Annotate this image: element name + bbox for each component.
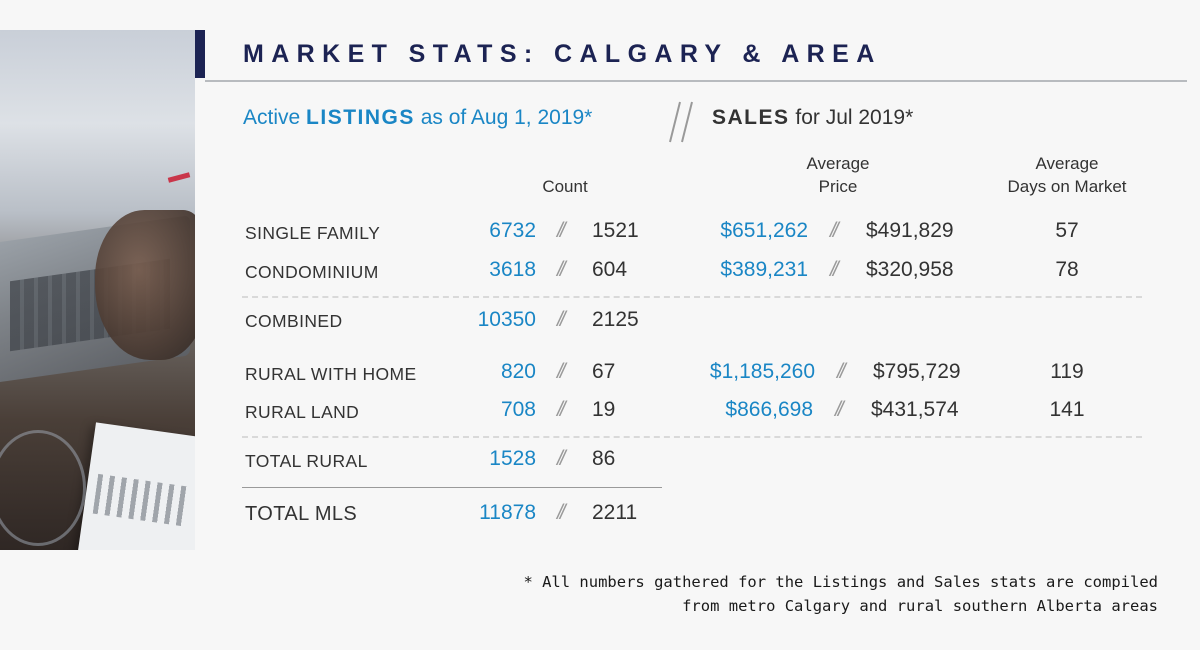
list-price-rural-land: $866,698 — [725, 398, 813, 421]
sales-total-rural: 86 — [592, 447, 616, 470]
pen-shape — [167, 172, 191, 183]
row-separator: // — [835, 398, 844, 421]
row-separator: // — [557, 308, 566, 331]
sales-rural-with-home: 67 — [592, 360, 616, 383]
listings-rural-with-home: 820 — [500, 360, 536, 383]
list-price-condominium: $389,231 — [720, 258, 808, 281]
sales-header-suffix: for Jul 2019* — [795, 106, 914, 129]
sales-combined: 2125 — [592, 308, 639, 331]
row-separator: // — [557, 501, 566, 524]
row-separator: // — [557, 398, 566, 421]
row-separator: // — [557, 360, 566, 383]
listings-rural-land: 708 — [500, 398, 536, 421]
row-separator: // — [557, 447, 566, 470]
title-divider — [205, 80, 1187, 82]
avg-days-column-header: Average Days on Market — [982, 152, 1152, 198]
avg-days-header-line1: Average — [1035, 154, 1099, 173]
listings-header-prefix: Active — [243, 106, 301, 129]
row-separator: // — [830, 258, 839, 281]
row-separator: // — [830, 219, 839, 242]
section-divider — [242, 296, 1142, 298]
footnote-line-2: from metro Calgary and rural southern Al… — [682, 597, 1158, 615]
row-label-rural-with-home: RURAL WITH HOME — [245, 364, 417, 384]
section-divider — [242, 436, 1142, 438]
total-divider — [242, 487, 662, 488]
sales-condominium: 604 — [592, 258, 628, 281]
listings-condominium: 3618 — [489, 258, 536, 281]
listings-combined: 10350 — [477, 308, 536, 331]
list-price-rural-with-home: $1,185,260 — [709, 360, 815, 383]
sales-header-bold: SALES — [712, 106, 790, 129]
sale-price-condominium: $320,958 — [866, 258, 954, 281]
laptop-desk-photo — [0, 30, 195, 550]
listings-header-bold: LISTINGS — [306, 106, 415, 129]
row-label-total-mls: TOTAL MLS — [245, 503, 358, 525]
sales-single-family: 1521 — [592, 219, 639, 242]
sales-header: SALES for Jul 2019* — [712, 106, 913, 130]
listings-total-rural: 1528 — [489, 447, 536, 470]
row-separator: // — [557, 258, 566, 281]
row-label-rural-land: RURAL LAND — [245, 402, 360, 422]
row-label-combined: COMBINED — [245, 311, 343, 331]
sale-price-single-family: $491,829 — [866, 219, 954, 242]
footnote: * All numbers gathered for the Listings … — [523, 570, 1158, 618]
sales-total-mls: 2211 — [592, 501, 638, 524]
row-separator: // — [557, 219, 566, 242]
listings-single-family: 6732 — [489, 219, 536, 242]
avg-price-header-line1: Average — [806, 154, 870, 173]
count-column-header: Count — [542, 177, 588, 196]
row-separator: // — [837, 360, 846, 383]
days-rural-with-home: 119 — [1050, 360, 1084, 383]
sales-rural-land: 19 — [592, 398, 616, 421]
listings-header: Active LISTINGS as of Aug 1, 2019* — [243, 106, 592, 130]
footnote-line-1: * All numbers gathered for the Listings … — [523, 573, 1158, 591]
list-price-single-family: $651,262 — [720, 219, 808, 242]
avg-price-column-header: Average Price — [768, 152, 908, 198]
avg-price-header-line2: Price — [818, 177, 858, 196]
days-rural-land: 141 — [1049, 398, 1085, 421]
sale-price-rural-land: $431,574 — [871, 398, 959, 421]
sale-price-rural-with-home: $795,729 — [873, 360, 961, 383]
listings-header-suffix: as of Aug 1, 2019* — [420, 106, 593, 129]
hand-shape — [95, 210, 195, 360]
glasses-shape — [0, 430, 86, 546]
days-single-family: 57 — [1055, 219, 1079, 242]
row-label-single-family: SINGLE FAMILY — [245, 223, 381, 243]
title-accent-bar — [195, 30, 205, 78]
page-title: MARKET STATS: CALGARY & AREA — [243, 40, 882, 68]
row-label-condominium: CONDOMINIUM — [245, 262, 379, 282]
days-condominium: 78 — [1055, 258, 1079, 281]
avg-days-header-line2: Days on Market — [1007, 177, 1127, 196]
header-separator-icon — [669, 101, 693, 143]
listings-total-mls: 11878 — [479, 501, 536, 524]
row-label-total-rural: TOTAL RURAL — [245, 451, 368, 471]
